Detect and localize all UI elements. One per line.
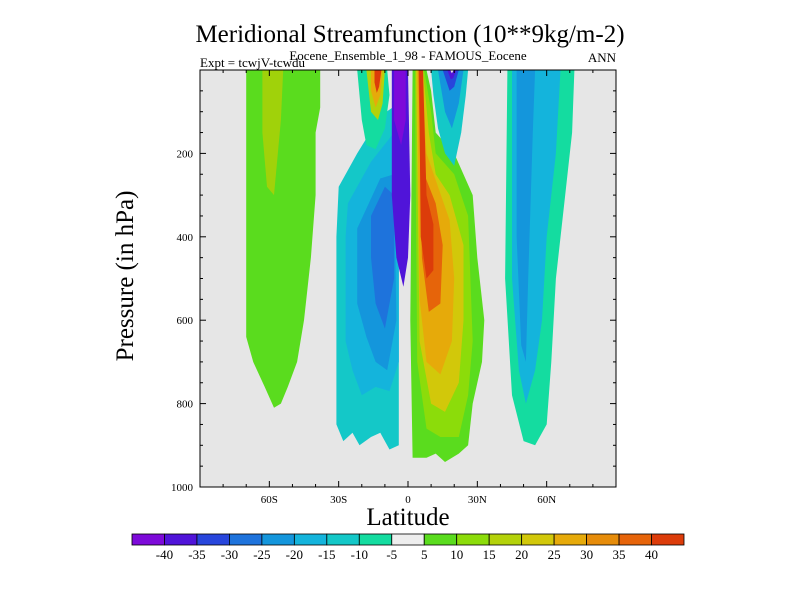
colorbar-swatch: [651, 533, 685, 546]
colorbar-swatch: [521, 533, 555, 546]
contour-nh-upper-blue: [438, 70, 464, 129]
y-tick-label: 600: [177, 315, 194, 327]
contour-nhmid-cyan-notch: [537, 70, 552, 120]
season-label: ANN: [588, 50, 617, 65]
x-tick-label: 60N: [537, 494, 556, 506]
colorbar-label: 5: [421, 547, 428, 562]
colorbar-swatch: [164, 533, 198, 546]
chart-subtitle: Eocene_Ensemble_1_98 - FAMOUS_Eocene: [289, 48, 527, 63]
contour-nh-red-core: [419, 70, 434, 279]
colorbar-label: -40: [156, 547, 173, 562]
colorbar-swatch: [261, 533, 295, 546]
x-tick-label: 60S: [261, 494, 278, 506]
experiment-label: Expt = tcwjV-tcwdu: [200, 55, 306, 70]
contour-sh-lime-core: [262, 70, 284, 196]
x-tick-label: 0: [405, 494, 411, 506]
colorbar-swatch: [229, 533, 263, 546]
contour-nh-upper-dkblue: [442, 70, 459, 91]
colorbar-label: 25: [548, 547, 561, 562]
y-tick-label: 400: [177, 232, 194, 244]
colorbar-swatch: [553, 533, 587, 546]
colorbar-swatch: [196, 533, 230, 546]
colorbar-label: 10: [450, 547, 463, 562]
colorbar-label: -15: [318, 547, 335, 562]
colorbar-label: 35: [613, 547, 626, 562]
colorbar-swatch: [293, 533, 328, 546]
contour-tropic-blue-3: [371, 186, 395, 329]
colorbar-label: 40: [645, 547, 658, 562]
contour-nhmid-blue: [516, 70, 536, 362]
colorbar-label: -30: [221, 547, 238, 562]
contour-sh-upper-red: [374, 70, 382, 93]
colorbar-label: -20: [286, 547, 303, 562]
colorbar-swatch: [456, 533, 490, 546]
colorbar-label: -5: [386, 547, 397, 562]
plot-area: [199, 69, 617, 488]
colorbar-label: -10: [351, 547, 368, 562]
axis-ticks: 60S 30S 0 30N 60N 200 400 600 800 1000: [171, 70, 616, 506]
x-axis-label: Latitude: [366, 504, 449, 531]
x-tick-label: 30N: [468, 494, 487, 506]
x-tick-label: 30S: [330, 494, 347, 506]
colorbar: -40 -35 -30 -25 -20 -15 -10 -5 5 10 15 20 25 30 35 40: [131, 533, 685, 562]
colorbar-swatch: [488, 533, 523, 546]
contour-nh-upper-gap: [450, 70, 454, 74]
colorbar-label: -35: [188, 547, 205, 562]
colorbar-label: -25: [253, 547, 270, 562]
y-tick-label: 200: [177, 148, 194, 160]
colorbar-swatch: [423, 533, 458, 546]
colorbar-swatch: [618, 533, 652, 546]
colorbar-swatch: [326, 533, 360, 546]
colorbar-swatch: [391, 533, 425, 546]
chart-title: Meridional Streamfunction (10**9kg/m-2): [195, 21, 624, 48]
y-axis-label: Pressure (in hPa): [112, 191, 139, 362]
colorbar-swatch: [131, 533, 165, 546]
contour-eq-purple-core: [394, 70, 406, 146]
colorbar-label: 30: [580, 547, 593, 562]
colorbar-swatch: [358, 533, 393, 546]
y-tick-label: 1000: [171, 482, 194, 494]
y-tick-label: 800: [177, 399, 194, 411]
colorbar-swatch: [586, 533, 620, 546]
colorbar-label: 20: [515, 547, 528, 562]
colorbar-label: 15: [483, 547, 496, 562]
